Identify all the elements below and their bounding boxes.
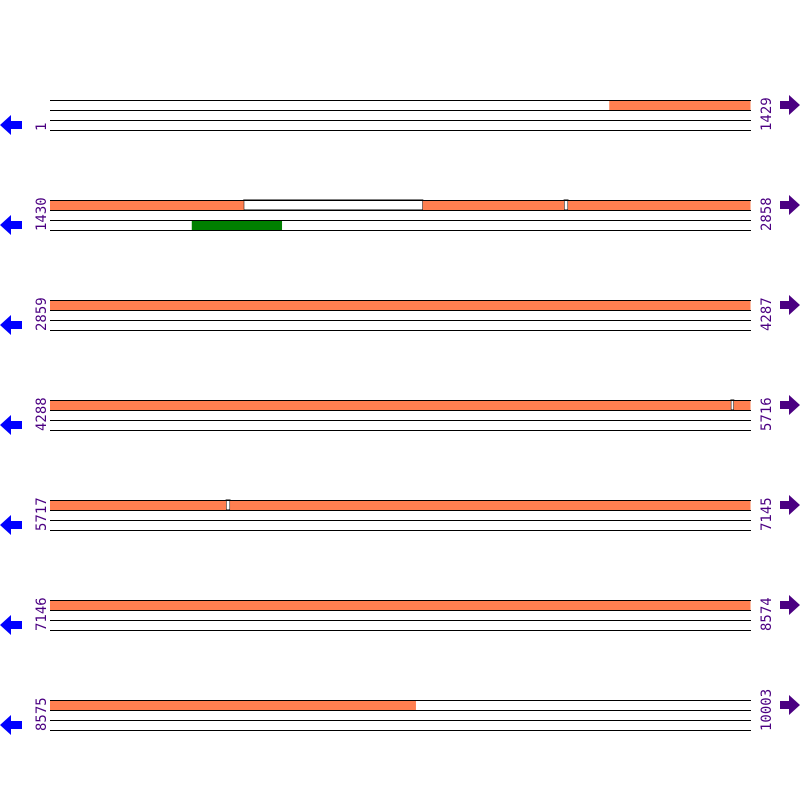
arrow-right-icon[interactable] <box>780 295 800 315</box>
row-start-label: 1 <box>34 123 50 131</box>
gap-segment <box>730 399 735 411</box>
feature-segment <box>568 200 751 210</box>
row-end-label: 4287 <box>759 297 775 331</box>
arrow-left-icon[interactable] <box>0 215 22 235</box>
arrow-right-icon[interactable] <box>780 695 800 715</box>
arrow-left-icon[interactable] <box>0 715 22 735</box>
feature-segment <box>50 200 244 210</box>
green-feature <box>191 220 283 230</box>
sequence-row: 4288 5716 <box>0 395 800 435</box>
row-start-label: 1430 <box>34 197 50 231</box>
row-start-label: 5717 <box>34 497 50 531</box>
arrow-right-icon[interactable] <box>780 495 800 515</box>
feature-segment <box>733 400 751 410</box>
row-end-label: 10003 <box>759 689 775 731</box>
sequence-row: 2859 4287 <box>0 295 800 335</box>
arrow-right-icon[interactable] <box>780 395 800 415</box>
arrow-left-icon[interactable] <box>0 615 22 635</box>
feature-segment <box>230 500 751 510</box>
arrow-right-icon[interactable] <box>780 595 800 615</box>
row-start-label: 2859 <box>34 297 50 331</box>
feature-segment <box>50 400 731 410</box>
arrow-left-icon[interactable] <box>0 115 22 135</box>
arrow-left-icon[interactable] <box>0 415 22 435</box>
arrow-right-icon[interactable] <box>780 95 800 115</box>
gap-segment <box>563 199 569 211</box>
feature-segment <box>50 600 751 610</box>
row-end-label: 8574 <box>759 597 775 631</box>
row-start-label: 8575 <box>34 697 50 731</box>
sequence-row: 5717 7145 <box>0 495 800 535</box>
arrow-left-icon[interactable] <box>0 315 22 335</box>
arrow-right-icon[interactable] <box>780 195 800 215</box>
row-end-label: 2858 <box>759 197 775 231</box>
row-start-label: 4288 <box>34 397 50 431</box>
row-end-label: 1429 <box>759 97 775 131</box>
feature-segment <box>609 100 751 110</box>
sequence-row: 1 1429 <box>0 95 800 135</box>
row-end-label: 5716 <box>759 397 775 431</box>
row-end-label: 7145 <box>759 497 775 531</box>
feature-segment <box>422 200 565 210</box>
sequence-row: 7146 8574 <box>0 595 800 635</box>
gap-segment <box>243 199 424 211</box>
arrow-left-icon[interactable] <box>0 515 22 535</box>
row-start-label: 7146 <box>34 597 50 631</box>
feature-segment <box>50 300 751 310</box>
gap-segment <box>225 499 231 511</box>
feature-segment <box>50 500 227 510</box>
feature-segment <box>50 700 416 710</box>
sequence-row: 1430 2858 <box>0 195 800 235</box>
sequence-row: 8575 10003 <box>0 689 800 735</box>
